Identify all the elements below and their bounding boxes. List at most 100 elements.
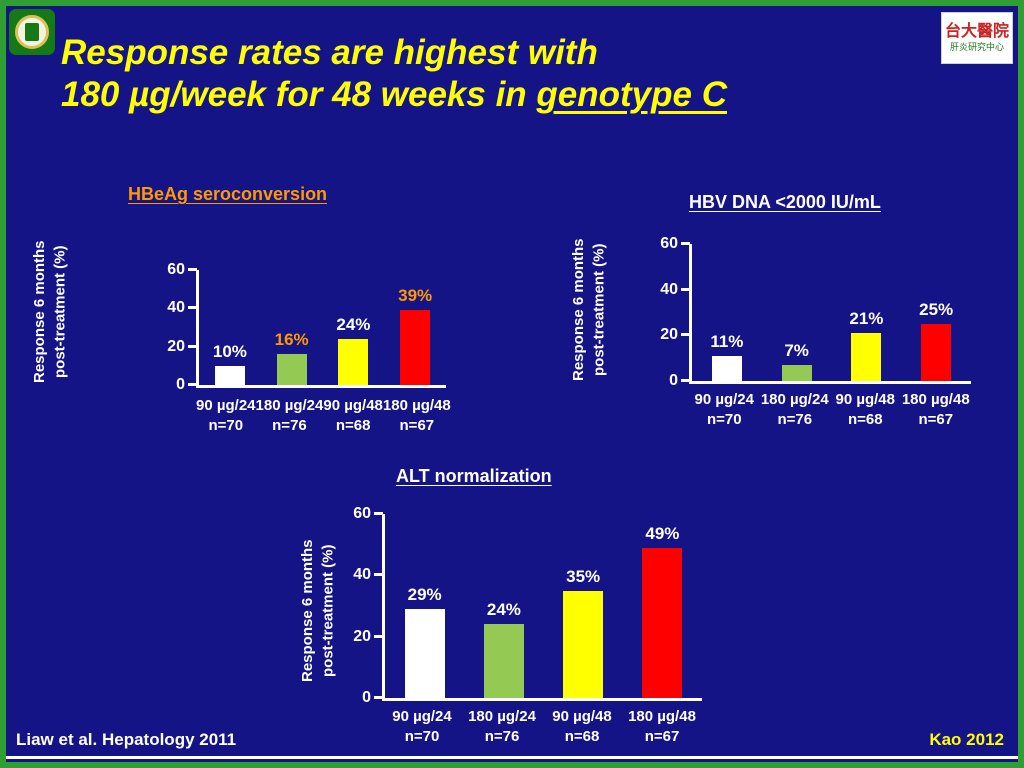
bar-group: 16% [261, 270, 323, 385]
bar [400, 310, 431, 385]
bar-value-label: 25% [919, 299, 954, 319]
y-tick-mark [374, 573, 383, 577]
y-tick-label: 20 [353, 627, 371, 645]
x-category-label: 90 µg/48 n=68 [835, 391, 895, 428]
chart-hbv-dna: HBV DNA <2000 IU/mL Response 6 months po… [561, 178, 1018, 463]
bar-value-label: 10% [212, 341, 247, 361]
x-axis-labels: 90 µg/24 n=70 180 µg/24 n=76 90 µg/48 n=68 180… [196, 396, 451, 435]
bar-group: 11% [692, 244, 762, 381]
chart-alt-normalization: ALT normalization Response 6 months post… [286, 458, 746, 762]
citation-text: Liaw et al. Hepatology 2011 [16, 730, 237, 749]
y-tick-label: 40 [660, 280, 678, 298]
plot-area: 11% 7% 21% 25% 0 20 40 60 [660, 235, 971, 389]
x-category-label: 90 µg/24 n=70 [694, 391, 754, 428]
chart-title: HBV DNA <2000 IU/mL [689, 192, 881, 212]
bar-value-label: 16% [274, 330, 309, 350]
x-category-label: 180 µg/24 n=76 [255, 397, 324, 434]
x-category-label: 90 µg/24 n=70 [392, 708, 452, 745]
y-tick-mark [374, 512, 383, 515]
bottom-divider [6, 756, 1018, 759]
x-category-label: 180 µg/48 n=67 [901, 391, 970, 428]
y-tick-mark [681, 333, 690, 337]
bars: 11% 7% 21% 25% [692, 244, 971, 381]
y-tick-mark [681, 287, 690, 291]
bar-value-label: 49% [645, 523, 680, 543]
x-category-label: 90 µg/24 n=70 [196, 397, 256, 434]
bar [404, 609, 445, 698]
presenter-credit: Kao 2012 [929, 730, 1004, 749]
chart-title: ALT normalization [396, 466, 552, 486]
y-tick-mark [188, 268, 197, 271]
bar-group: 21% [832, 244, 902, 381]
bar-value-label: 39% [398, 286, 433, 306]
plot-area: 10% 16% 24% 39% 0 20 40 60 [167, 261, 446, 393]
bar-group: 10% [199, 270, 261, 385]
slide-title: Response rates are highest with 180 µg/w… [61, 32, 727, 116]
bar-value-label: 21% [849, 309, 884, 329]
logo-hospital-name: 台大醫院 [944, 23, 1009, 40]
x-axis-labels: 90 µg/24 n=70 180 µg/24 n=76 90 µg/48 n=68 180… [382, 707, 702, 746]
x-category-label: 180 µg/48 n=67 [628, 708, 696, 745]
bar [483, 624, 524, 698]
bar [338, 339, 369, 385]
y-tick-label: 0 [669, 372, 678, 389]
ntuh-hospital-logo-icon [9, 9, 55, 55]
bar-group: 24% [323, 270, 385, 385]
logo-core-icon [25, 23, 39, 41]
bar-group: 24% [464, 514, 543, 698]
bar [781, 365, 812, 381]
x-category-label: 90 µg/48 n=68 [552, 708, 612, 745]
x-category-label: 180 µg/24 n=76 [760, 391, 829, 428]
bar-group: 29% [385, 514, 464, 698]
y-axis-title: Response 6 months post-treatment (%) [299, 539, 337, 683]
y-tick-mark [188, 306, 197, 310]
y-tick-mark [374, 634, 383, 638]
slide-title-line1: Response rates are highest with [61, 33, 598, 72]
logo-center-name: 肝炎研究中心 [949, 42, 1004, 52]
bars: 10% 16% 24% 39% [199, 270, 446, 385]
slide-title-line2: 180 µg/week for 48 weeks in genotype C [61, 75, 727, 114]
chart-hbeag-seroconversion: HBeAg seroconversion Response 6 months p… [26, 178, 486, 463]
bar-group: 35% [544, 514, 623, 698]
y-tick-label: 40 [353, 566, 371, 584]
bar [276, 354, 307, 385]
y-tick-label: 60 [353, 505, 371, 522]
y-tick-label: 40 [167, 299, 185, 317]
bars: 29% 24% 35% 49% [385, 514, 702, 698]
slide-title-genotype: genotype C [536, 75, 727, 114]
bar-group: 25% [901, 244, 971, 381]
y-tick-mark [681, 379, 690, 382]
y-tick-label: 20 [167, 337, 185, 355]
bar-group: 39% [384, 270, 446, 385]
bar-value-label: 29% [407, 585, 442, 605]
bar-value-label: 11% [710, 331, 744, 351]
x-axis-labels: 90 µg/24 n=70 180 µg/24 n=76 90 µg/48 n=68 180… [689, 390, 971, 429]
y-tick-label: 0 [176, 376, 185, 393]
y-tick-label: 0 [362, 689, 371, 706]
bar [214, 365, 245, 385]
y-tick-mark [681, 242, 690, 245]
x-category-label: 180 µg/48 n=67 [382, 397, 451, 434]
x-category-label: 180 µg/24 n=76 [468, 708, 536, 745]
chart-title: HBeAg seroconversion [128, 184, 328, 204]
y-tick-mark [188, 344, 197, 348]
bar-value-label: 24% [486, 600, 521, 620]
logo-ring-icon [15, 15, 49, 49]
bar-value-label: 7% [784, 341, 809, 361]
plot-area: 29% 24% 35% 49% 0 20 40 60 [353, 505, 702, 706]
bar-group: 49% [623, 514, 702, 698]
bar-group: 7% [762, 244, 832, 381]
bar [851, 333, 882, 381]
x-category-label: 90 µg/48 n=68 [323, 397, 383, 434]
y-tick-label: 20 [660, 326, 678, 344]
bar [921, 323, 952, 381]
y-axis-title: Response 6 months post-treatment (%) [31, 240, 69, 384]
bar-value-label: 35% [566, 566, 601, 586]
hepatitis-research-center-logo: 台大醫院 肝炎研究中心 [941, 12, 1013, 64]
bar [563, 590, 604, 698]
bar [642, 547, 683, 698]
y-tick-mark [188, 383, 197, 386]
y-tick-label: 60 [660, 235, 678, 252]
bar-value-label: 24% [336, 315, 371, 334]
